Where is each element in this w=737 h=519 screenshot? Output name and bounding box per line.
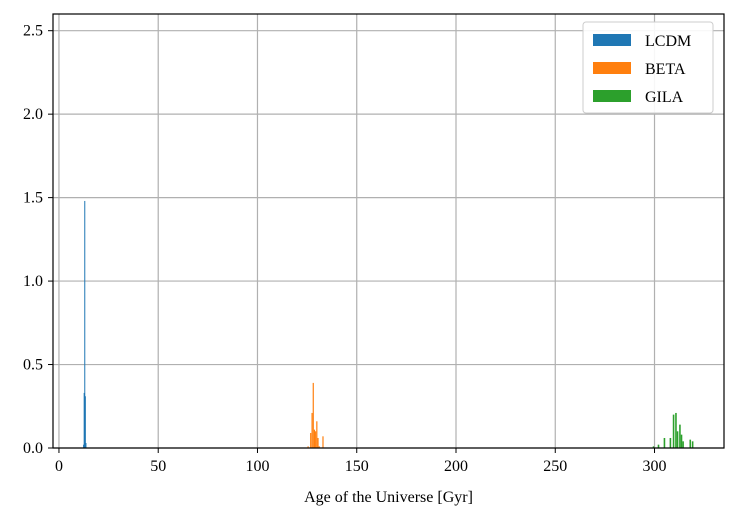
bar-gila xyxy=(679,424,681,448)
y-tick-label: 1.0 xyxy=(23,273,43,290)
bar-lcdm xyxy=(85,442,87,448)
x-tick-label: 100 xyxy=(245,458,269,475)
bar-gila xyxy=(652,446,655,448)
bar-gila xyxy=(663,437,666,448)
legend-swatch-beta xyxy=(593,62,631,74)
bar-beta xyxy=(318,446,320,448)
x-tick-label: 150 xyxy=(345,458,369,475)
legend-swatch-gila xyxy=(593,90,631,102)
bar-lcdm xyxy=(83,444,85,448)
x-tick-label: 50 xyxy=(150,458,166,475)
y-tick-label: 2.5 xyxy=(23,23,43,40)
series-gila-bars xyxy=(652,412,694,448)
bar-lcdm xyxy=(84,396,86,448)
bar-gila xyxy=(680,434,683,448)
legend-label-beta: BETA xyxy=(645,61,686,78)
histogram-bars xyxy=(83,200,694,448)
x-tick-label: 250 xyxy=(543,458,567,475)
series-lcdm-bars xyxy=(83,200,87,448)
bar-gila xyxy=(689,439,692,448)
bar-beta xyxy=(312,382,314,448)
x-tick-label: 0 xyxy=(55,458,63,475)
y-tick-label: 0.5 xyxy=(23,357,43,374)
bar-beta xyxy=(315,431,317,448)
x-tick-label: 300 xyxy=(643,458,667,475)
bar-beta xyxy=(322,436,324,448)
bar-gila xyxy=(672,414,675,448)
legend-swatch-lcdm xyxy=(593,34,631,46)
y-tick-label: 2.0 xyxy=(23,106,43,123)
legend: LCDM BETA GILA xyxy=(582,21,714,114)
bar-lcdm xyxy=(83,392,85,448)
legend-label-gila: GILA xyxy=(645,89,684,106)
bar-beta xyxy=(311,412,313,448)
bar-beta xyxy=(307,446,309,448)
legend-label-lcdm: LCDM xyxy=(645,33,691,50)
x-axis-label: Age of the Universe [Gyr] xyxy=(304,489,473,506)
bar-gila xyxy=(657,444,660,448)
bar-gila xyxy=(676,431,679,448)
y-tick-label: 1.5 xyxy=(23,190,43,207)
bar-beta xyxy=(310,432,312,448)
bar-beta xyxy=(317,437,319,448)
bar-gila xyxy=(675,412,677,448)
bar-beta xyxy=(316,421,318,448)
y-tick-label: 0.0 xyxy=(23,440,43,457)
bar-gila xyxy=(682,441,684,448)
bar-beta xyxy=(313,429,316,448)
x-tick-label: 200 xyxy=(444,458,468,475)
series-beta-bars xyxy=(307,382,324,448)
bar-gila xyxy=(691,441,694,448)
plot-frame xyxy=(52,13,725,449)
bar-gila xyxy=(669,437,672,448)
x-axis-ticks: 0 50 100 150 200 250 300 xyxy=(55,448,667,475)
bar-lcdm xyxy=(84,200,86,448)
y-axis-ticks: 0.0 0.5 1.0 1.5 2.0 2.5 xyxy=(23,23,53,457)
